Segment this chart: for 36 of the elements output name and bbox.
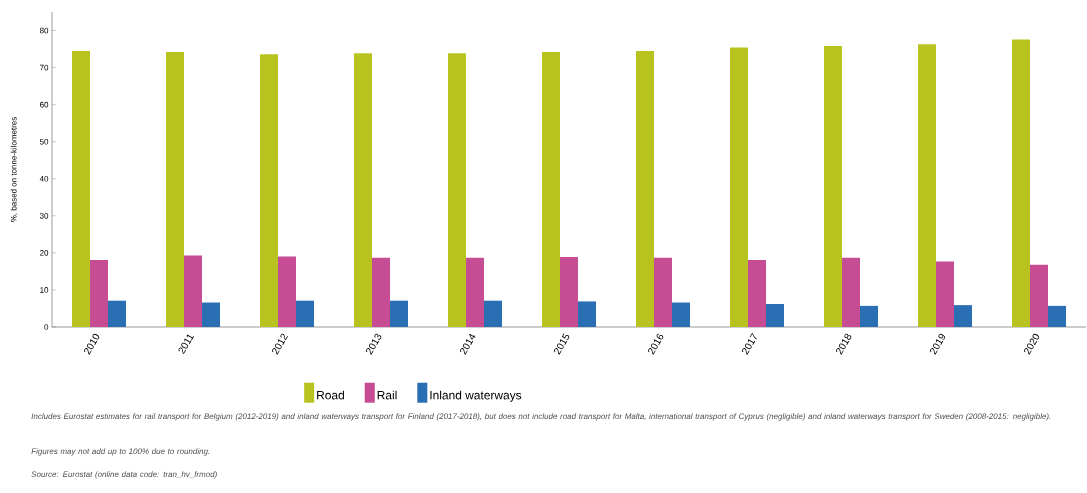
bar (672, 302, 690, 327)
bar (824, 46, 842, 327)
bar (542, 52, 560, 327)
bar (72, 50, 91, 327)
bar (184, 255, 203, 327)
bar (560, 256, 578, 327)
bar (748, 259, 766, 327)
bar (578, 301, 596, 327)
bar (166, 52, 185, 327)
bar (636, 50, 654, 327)
bar (954, 305, 972, 327)
bar (260, 54, 279, 327)
bar (108, 300, 127, 327)
bar (278, 256, 297, 327)
legend-label: Inland waterways (430, 390, 522, 402)
bar (1030, 264, 1048, 327)
bar (730, 47, 748, 327)
bar (1048, 305, 1066, 327)
bar (918, 44, 936, 327)
bar (484, 300, 503, 327)
bar (766, 304, 784, 327)
bar (296, 300, 315, 327)
bar (202, 302, 221, 327)
bar (372, 257, 391, 327)
legend-label: Road (317, 390, 344, 400)
bar (90, 259, 109, 327)
bar (448, 53, 467, 327)
legend-label: Rail (377, 390, 397, 400)
bar (842, 257, 860, 327)
bar (354, 53, 373, 327)
bar (390, 300, 409, 327)
bar (936, 261, 954, 327)
bar (466, 257, 485, 327)
bar (654, 257, 672, 327)
bar (1012, 39, 1030, 327)
bar (860, 305, 878, 327)
